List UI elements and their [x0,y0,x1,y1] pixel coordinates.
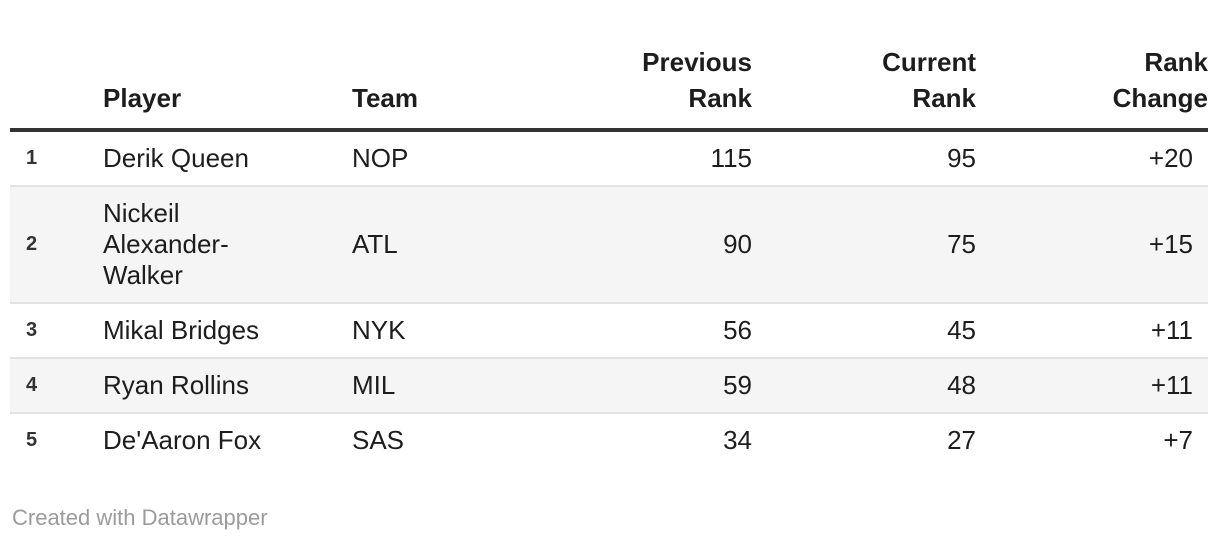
rank-number-cell: 3 [10,302,103,358]
team-cell: MIL [352,357,542,413]
header-row: Player Team Previous Rank Current Rank R… [10,0,1208,132]
rank-change-cell: +20 [1148,143,1193,173]
ranking-table-chart: Player Team Previous Rank Current Rank R… [10,0,1208,467]
rank-number-cell: 4 [10,357,103,413]
previous-rank-cell: 115 [710,143,752,173]
datawrapper-credit-link[interactable]: Created with Datawrapper [12,505,268,530]
team-cell: NOP [352,143,409,173]
column-header-player: Player [103,0,352,132]
rank-change-cell: +11 [976,302,1208,358]
column-header-current-rank: Current Rank [752,0,976,132]
table-row: 5 De'Aaron Fox SAS 34 27 +7 [10,412,1208,467]
chart-footer: Created with Datawrapper [12,505,1220,531]
table-row: 3 Mikal Bridges NYK 56 45 +11 [10,302,1208,358]
table-row: 2 Nickeil Alexander-Walker ATL 90 75 +15 [10,185,1208,303]
previous-rank-cell: 34 [542,412,752,467]
team-cell: SAS [352,412,542,467]
player-cell: De'Aaron Fox [103,412,352,467]
player-ranking-table: Player Team Previous Rank Current Rank R… [10,0,1208,467]
current-rank-cell: 48 [752,357,976,413]
previous-rank-cell: 59 [542,357,752,413]
current-rank-cell: 45 [752,302,976,358]
column-header-rank-change: Rank Change [976,0,1208,132]
column-header-rank-number [10,0,103,132]
player-cell: Ryan Rollins [103,357,352,413]
rank-change-cell: +15 [976,185,1208,303]
rank-change-cell: +7 [976,412,1208,467]
rank-number-cell: 1 [26,147,38,169]
current-rank-cell: 95 [947,143,976,173]
table-row: 4 Ryan Rollins MIL 59 48 +11 [10,357,1208,413]
player-cell: Derik Queen [103,143,249,173]
current-rank-cell: 27 [752,412,976,467]
table-body: 1 Derik Queen NOP 115 95 +20 2 Nickeil A… [10,130,1208,467]
team-cell: NYK [352,302,542,358]
current-rank-cell: 75 [752,185,976,303]
player-cell: Mikal Bridges [103,302,352,358]
previous-rank-cell: 90 [542,185,752,303]
rank-number-cell: 5 [10,412,103,467]
previous-rank-cell: 56 [542,302,752,358]
column-header-team: Team [352,0,542,132]
rank-change-cell: +11 [976,357,1208,413]
table-row: 1 Derik Queen NOP 115 95 +20 [10,130,1208,186]
column-header-previous-rank: Previous Rank [542,0,752,132]
rank-number-cell: 2 [10,185,103,303]
player-cell: Nickeil Alexander-Walker [103,185,352,303]
table-header: Player Team Previous Rank Current Rank R… [10,0,1208,132]
team-cell: ATL [352,185,542,303]
